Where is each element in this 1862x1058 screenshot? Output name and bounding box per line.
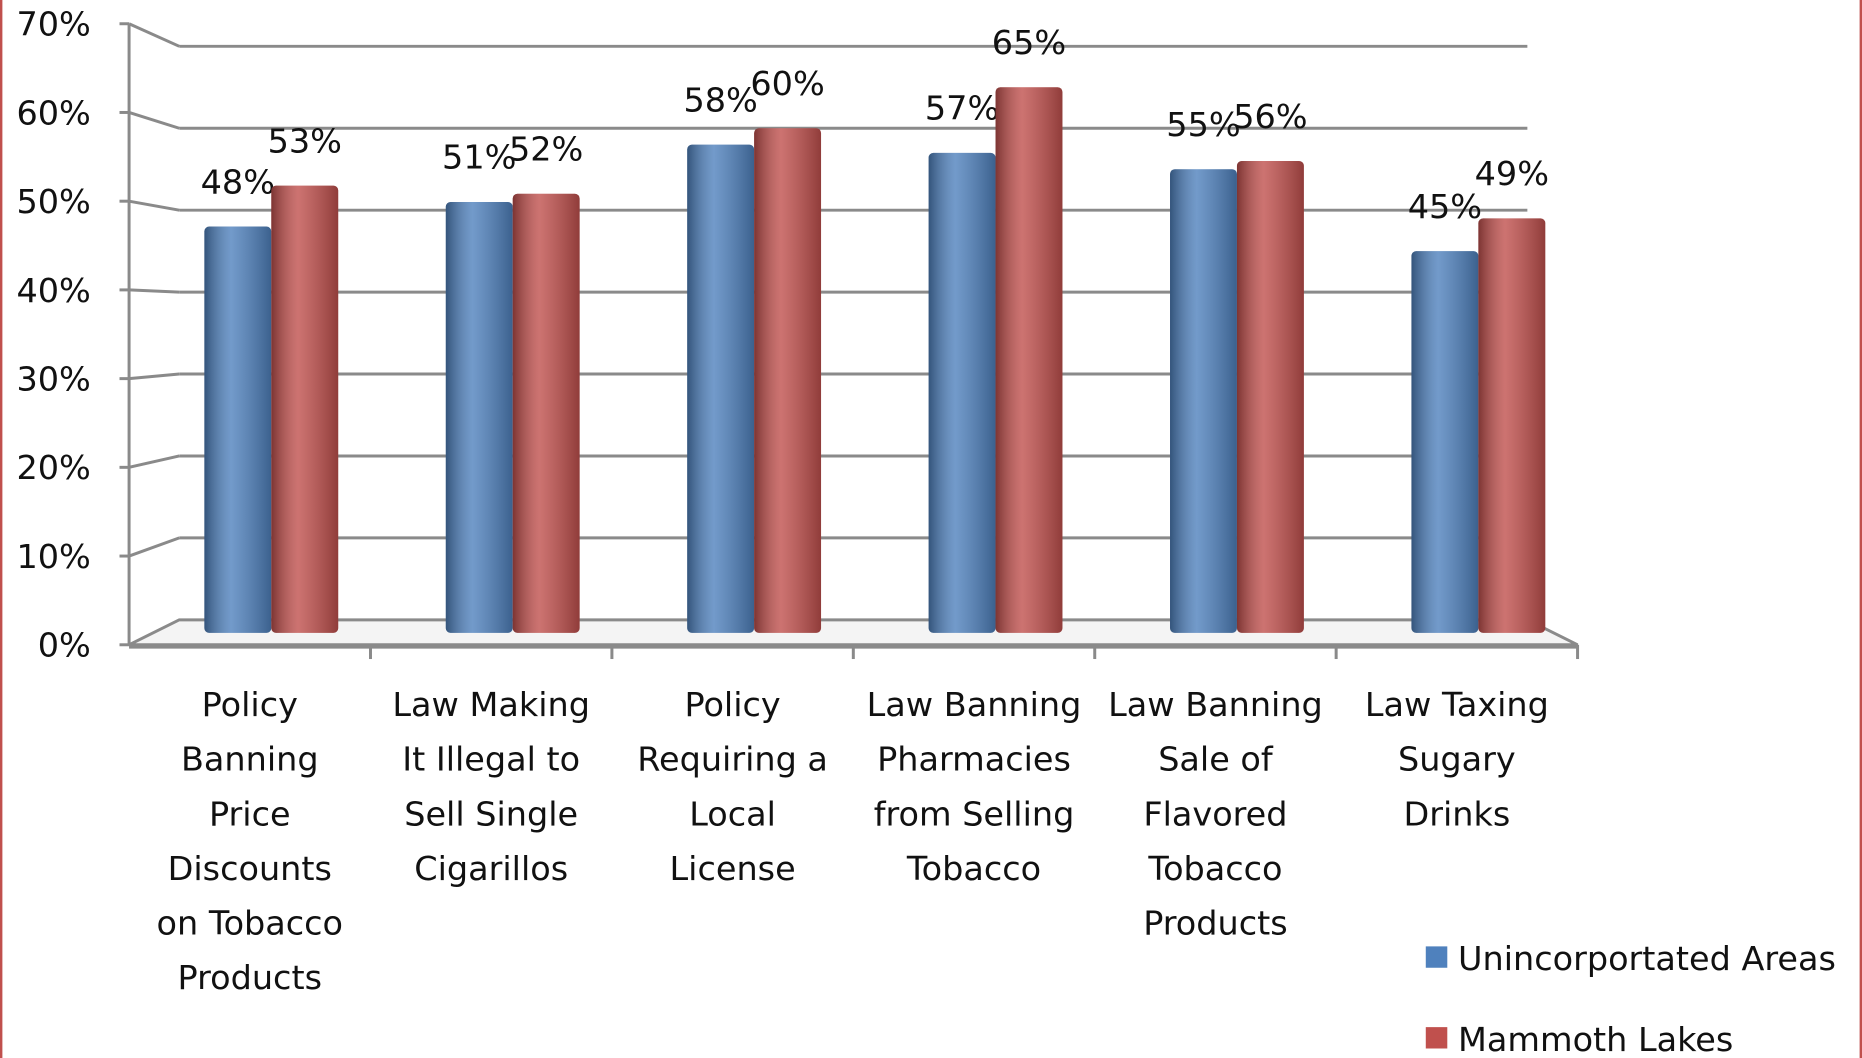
bar-shade xyxy=(204,226,272,633)
grid-line xyxy=(128,22,180,48)
data-label: 53% xyxy=(268,121,342,160)
legend-swatch xyxy=(1425,1027,1448,1049)
bar-shade xyxy=(928,152,996,633)
data-label: 51% xyxy=(442,138,516,177)
bar-shade xyxy=(1236,161,1304,633)
y-tick-label: 60% xyxy=(16,93,90,132)
grid-line xyxy=(128,111,180,130)
y-tick-label: 70% xyxy=(16,5,90,44)
floor xyxy=(128,618,1579,647)
y-tick-label: 0% xyxy=(38,626,91,665)
data-label: 48% xyxy=(201,162,275,201)
data-label: 65% xyxy=(992,23,1066,62)
x-tick-label: Law Banning Sale of Flavored Tobacco Product… xyxy=(1108,685,1323,942)
data-label: 57% xyxy=(925,89,999,128)
data-label: 55% xyxy=(1166,105,1240,144)
grid-line xyxy=(129,288,180,294)
grid-line xyxy=(128,536,180,558)
y-tick-label: 50% xyxy=(16,182,90,221)
data-label: 60% xyxy=(750,64,824,103)
data-label: 49% xyxy=(1475,154,1549,193)
bar-shade xyxy=(1478,218,1546,633)
x-tick-label: Law Making It Illegal to Sell Single Cigari… xyxy=(392,685,590,888)
grid-line xyxy=(128,454,180,469)
x-tick-label: Policy Banning Price Discounts on Tobacco Pro… xyxy=(157,685,344,997)
x-tick-label: Policy Requiring a Local License xyxy=(637,685,828,888)
bar-shade xyxy=(687,144,755,633)
grid-line xyxy=(128,199,180,212)
bar-shade xyxy=(512,193,580,633)
x-tick-label: Law Banning Pharmacies from Selling Tobacco xyxy=(867,685,1082,888)
bar-shade xyxy=(445,201,513,633)
x-tick-label: Law Taxing Sugary Drinks xyxy=(1365,685,1549,833)
bar-shade xyxy=(1170,169,1237,633)
y-tick-label: 40% xyxy=(16,271,90,310)
bar-shade xyxy=(995,87,1063,633)
y-tick-label: 20% xyxy=(16,448,90,487)
bar-shade xyxy=(754,128,822,633)
y-tick-label: 10% xyxy=(16,537,90,576)
legend-label: Unincorportated Areas xyxy=(1458,939,1836,978)
legend-label: Mammoth Lakes xyxy=(1458,1020,1733,1058)
y-tick-label: 30% xyxy=(16,360,90,399)
data-label: 45% xyxy=(1408,187,1482,226)
grid-line xyxy=(128,372,180,381)
bar-shade xyxy=(1411,251,1479,633)
data-label: 56% xyxy=(1233,97,1307,136)
legend-swatch xyxy=(1425,946,1448,968)
data-label: 58% xyxy=(683,80,757,119)
data-label: 52% xyxy=(509,130,583,169)
bar-shade xyxy=(271,185,339,633)
